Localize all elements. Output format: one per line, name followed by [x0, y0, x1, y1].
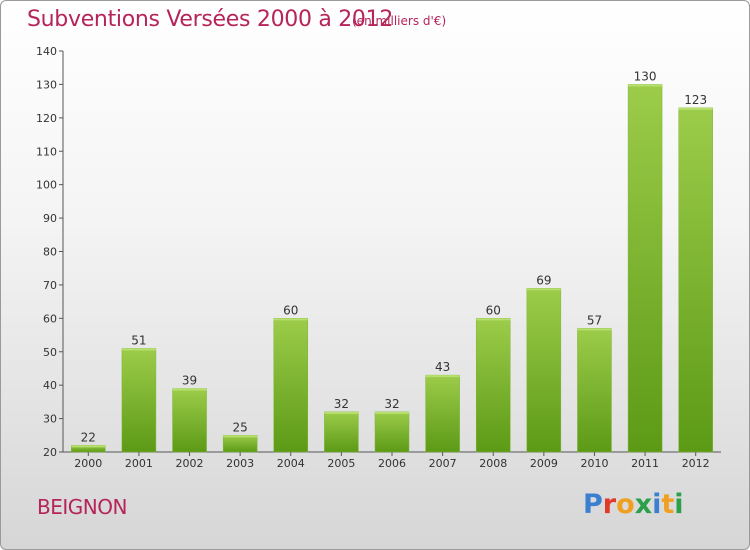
bar-top-highlight: [425, 375, 460, 378]
bar-top-highlight: [273, 318, 308, 321]
bar-top-highlight: [324, 411, 359, 414]
chart-title: Subventions Versées 2000 à 2012: [27, 7, 394, 32]
bar-top-highlight: [526, 288, 561, 291]
bar-top-highlight: [223, 435, 258, 438]
x-tick-label: 2005: [327, 457, 355, 470]
bar-top-highlight: [172, 388, 207, 391]
logo-letter: P: [583, 489, 603, 520]
bar-2011[interactable]: [627, 84, 663, 453]
logo-letter: r: [602, 489, 617, 520]
bar-top-highlight: [71, 445, 106, 448]
bar-top-highlight: [628, 84, 663, 87]
value-label: 43: [435, 360, 450, 374]
chart-subtitle: (en milliers d'€): [352, 14, 447, 28]
value-label: 32: [334, 397, 349, 411]
value-label: 25: [233, 420, 248, 434]
y-tick-label: 110: [36, 145, 57, 158]
x-tick-label: 2006: [378, 457, 406, 470]
value-label: 60: [486, 303, 501, 317]
x-tick-label: 2010: [580, 457, 608, 470]
value-label: 39: [182, 374, 197, 388]
y-tick-label: 20: [43, 446, 57, 459]
x-tick-label: 2002: [176, 457, 204, 470]
y-tick-label: 40: [43, 379, 57, 392]
bar-2008[interactable]: [475, 318, 511, 453]
y-tick-label: 70: [43, 279, 57, 292]
x-tick-label: 2012: [682, 457, 710, 470]
bar-2001[interactable]: [121, 348, 157, 453]
y-tick-label: 30: [43, 413, 57, 426]
x-tick-label: 2003: [226, 457, 254, 470]
y-tick-label: 80: [43, 246, 57, 259]
logo-letter: o: [616, 489, 635, 520]
value-label: 57: [587, 313, 602, 327]
x-tick-label: 2004: [277, 457, 305, 470]
bar-2012[interactable]: [678, 107, 713, 453]
y-tick-label: 50: [43, 346, 57, 359]
value-label: 51: [131, 333, 146, 347]
bar-2009[interactable]: [526, 288, 562, 453]
x-tick-label: 2007: [429, 457, 457, 470]
bar-top-highlight: [678, 107, 713, 110]
y-tick-label: 90: [43, 212, 57, 225]
bar-top-highlight: [121, 348, 156, 351]
x-tick-label: 2008: [479, 457, 507, 470]
bar-2006[interactable]: [374, 411, 410, 453]
bar-2005[interactable]: [324, 411, 359, 453]
value-label: 32: [384, 397, 399, 411]
value-label: 130: [634, 69, 657, 83]
bar-2002[interactable]: [172, 388, 207, 453]
bar-top-highlight: [476, 318, 511, 321]
bar-2007[interactable]: [425, 374, 460, 453]
y-tick-label: 140: [36, 45, 57, 58]
x-tick-label: 2011: [631, 457, 659, 470]
x-tick-label: 2001: [125, 457, 153, 470]
bar-top-highlight: [375, 411, 409, 414]
logo-letter: t: [661, 489, 675, 520]
logo-letter: i: [674, 489, 684, 520]
x-tick-label: 2000: [74, 457, 102, 470]
logo-letter: i: [652, 489, 662, 520]
value-label: 60: [283, 303, 298, 317]
place-name: BEIGNON: [37, 495, 127, 519]
bar-top-highlight: [577, 328, 612, 331]
y-tick-label: 130: [36, 78, 57, 91]
y-tick-label: 120: [36, 112, 57, 125]
y-tick-label: 100: [36, 179, 57, 192]
x-tick-label: 2009: [530, 457, 558, 470]
logo-letter: x: [634, 489, 653, 520]
bar-2003[interactable]: [222, 435, 258, 453]
proxiti-logo[interactable]: Proxiti: [583, 489, 684, 520]
value-label: 69: [536, 273, 551, 287]
value-label: 123: [684, 93, 707, 107]
bar-2010[interactable]: [577, 328, 612, 453]
value-label: 22: [81, 430, 96, 444]
bar-2004[interactable]: [273, 318, 309, 453]
y-tick-label: 60: [43, 312, 57, 325]
